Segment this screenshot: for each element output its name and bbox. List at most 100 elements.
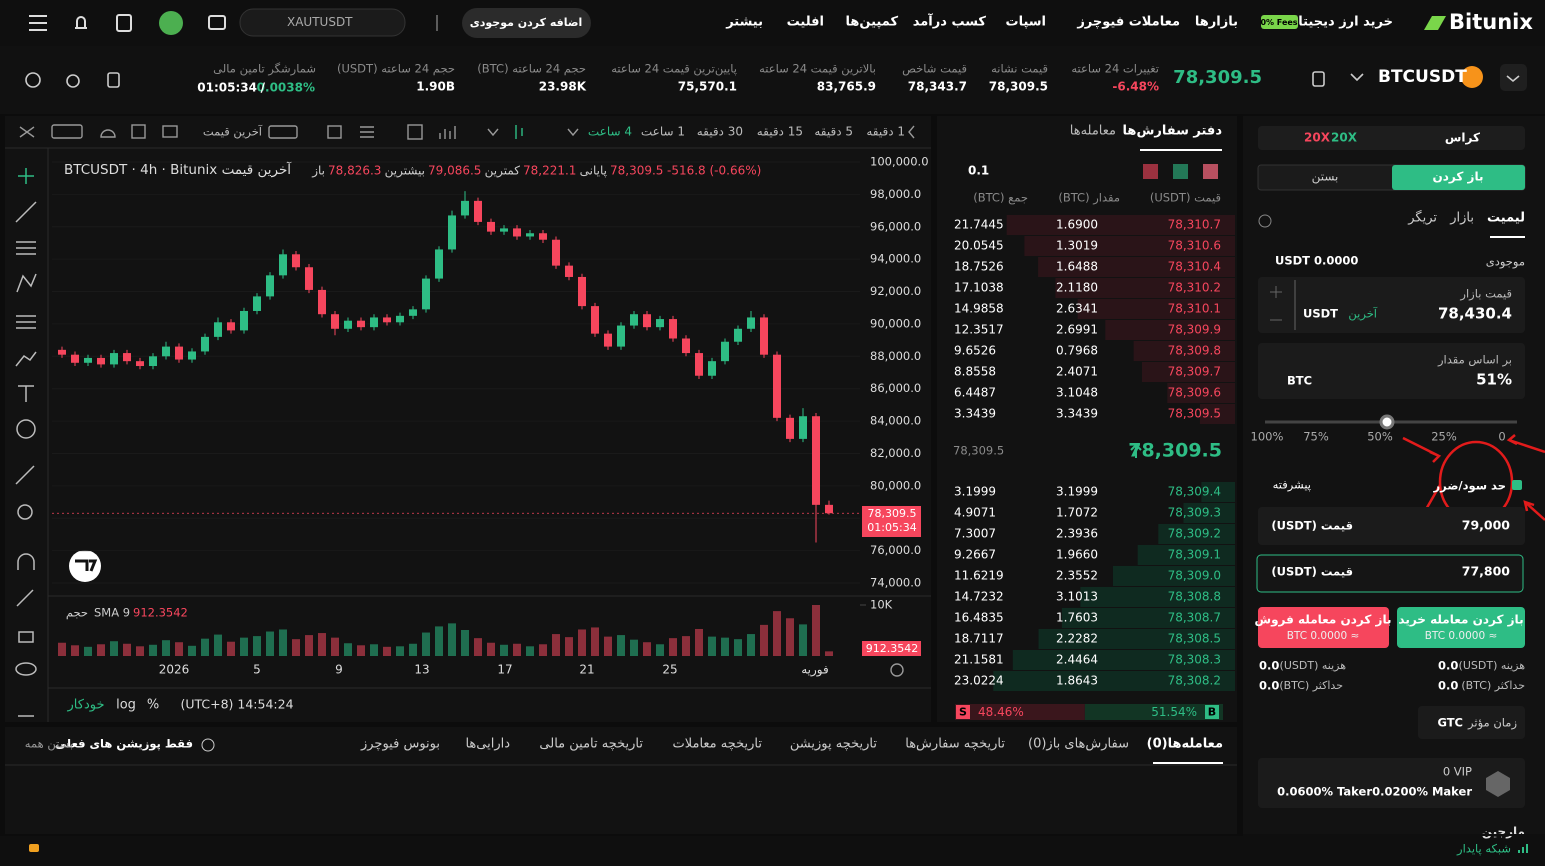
status-bar	[0, 836, 1545, 866]
price-input[interactable]	[1258, 277, 1525, 333]
tpsl-checkbox[interactable]	[1512, 480, 1522, 490]
symbol[interactable]: BTCUSDT	[1378, 67, 1467, 87]
balance-label: موجودی	[1486, 255, 1525, 270]
interval[interactable]: 30 دقیقه	[697, 125, 743, 139]
auto-toggle[interactable]: خودکار	[67, 698, 105, 713]
volume-bar	[487, 642, 495, 656]
tab[interactable]: معامله‌ها	[1070, 124, 1116, 139]
nav-item[interactable]: بازارها	[1195, 15, 1238, 30]
settings-icon[interactable]	[25, 72, 41, 88]
interval[interactable]: 4 ساعت	[588, 125, 632, 139]
search-text[interactable]: XAUTUSDT	[287, 15, 353, 29]
chat-icon[interactable]	[29, 844, 39, 852]
advanced-toggle[interactable]: پیشرفته	[1273, 478, 1311, 493]
log-toggle[interactable]: log	[116, 698, 136, 713]
bottom-tab[interactable]: معامله‌ها(0)	[1147, 737, 1223, 752]
deposit-button[interactable]	[462, 8, 591, 38]
bottom-tab[interactable]: دارایی‌ها	[465, 737, 510, 752]
slider-label[interactable]: 25%	[1431, 430, 1457, 444]
ohlc-label: پایانی	[580, 164, 607, 178]
order-amount: 1.3019	[1056, 239, 1098, 253]
ohlc-value: 78,826.3	[328, 164, 381, 178]
separator: /	[261, 81, 266, 95]
slider-label[interactable]: 100%	[1251, 430, 1284, 444]
slider-label[interactable]: 50%	[1367, 430, 1393, 444]
interval[interactable]: 5 دقیقه	[814, 125, 853, 139]
bottom-tab[interactable]: سفارش‌های باز(0)	[1028, 737, 1129, 752]
tab[interactable]: دفتر سفارش‌ها	[1123, 124, 1223, 139]
radio[interactable]	[201, 738, 215, 752]
nav-item[interactable]: کسب درآمد	[913, 13, 987, 30]
deposit-label[interactable]: اضافه کردن موجودی	[470, 16, 583, 29]
buy-button[interactable]	[1397, 607, 1525, 648]
info-icon[interactable]	[1312, 71, 1325, 87]
sell-sub[interactable]: BTC 0.0000 ≈	[1287, 630, 1360, 642]
open-tab[interactable]	[1392, 165, 1525, 190]
interval[interactable]: 15 دقیقه	[757, 125, 803, 139]
slider-label[interactable]: 75%	[1303, 430, 1329, 444]
volume-bar	[643, 642, 651, 656]
menu-button[interactable]	[1500, 64, 1527, 91]
candle-body	[760, 317, 768, 355]
slider-label[interactable]: 0	[1498, 430, 1505, 444]
nav-item[interactable]: بیشتر	[725, 15, 763, 30]
slider-knob[interactable]	[1379, 414, 1395, 430]
timer-icon[interactable]	[66, 74, 80, 88]
sell-badge	[956, 705, 970, 719]
bottom-tab[interactable]: تاریخچه تامین مالی	[539, 737, 643, 752]
order-type[interactable]: لیمیت	[1487, 211, 1525, 226]
sell-label[interactable]: باز کردن معامله فروش	[1255, 613, 1392, 628]
view-toggle[interactable]	[1203, 164, 1218, 179]
buy-label[interactable]: باز کردن معامله خرید	[1398, 613, 1523, 627]
order-total: 7.3007	[954, 527, 996, 541]
bottom-tab[interactable]: تاریخچه پوزیشن	[790, 737, 877, 752]
sl-input[interactable]	[1256, 554, 1524, 593]
price-label: قیمت بازار	[1459, 287, 1512, 302]
dropdown-icon[interactable]	[1350, 73, 1520, 83]
avatar[interactable]	[159, 11, 183, 35]
view-toggle[interactable]	[1173, 164, 1188, 179]
order-amount: 2.4071	[1056, 365, 1098, 379]
tp-input[interactable]	[1258, 507, 1525, 545]
precision[interactable]: 0.1	[968, 164, 989, 178]
order-amount: 2.1180	[1056, 281, 1098, 295]
volume-bar	[279, 629, 287, 656]
max-value: 0.0	[1259, 679, 1279, 693]
interval[interactable]: 1 ساعت	[641, 125, 685, 139]
nav-item[interactable]: معاملات فیوچرز	[1076, 15, 1180, 30]
nav-item[interactable]: کمپین‌ها	[846, 15, 899, 30]
stat-value: 83,765.9	[817, 80, 876, 94]
x-tick-label: 2026	[159, 663, 190, 677]
y-tick-label: 96,000.0	[870, 219, 921, 233]
search-box[interactable]	[239, 8, 406, 37]
bottom-tab[interactable]: تاریخچه سفارش‌ها	[905, 737, 1005, 752]
close-all[interactable]: بستن همه	[25, 737, 73, 752]
percent-toggle[interactable]: %	[147, 698, 159, 713]
order-amount: 2.2282	[1056, 632, 1098, 646]
volume-bar	[721, 637, 729, 656]
nav-item[interactable]: افلیت	[787, 15, 824, 30]
margin-select[interactable]	[1258, 126, 1525, 150]
tpsl-label[interactable]: حد سود/ضرر	[1433, 479, 1506, 494]
buy-sub[interactable]: BTC 0.0000 ≈	[1425, 630, 1498, 642]
interval[interactable]: 1 دقیقه	[866, 125, 905, 139]
view-toggle[interactable]	[1143, 164, 1158, 179]
bottom-tab[interactable]: بونوس فیوچرز	[360, 737, 440, 752]
nav-item[interactable]: خرید ارز دیجیتال	[1287, 15, 1393, 30]
amount-unit[interactable]: BTC	[1287, 374, 1312, 388]
notes-icon[interactable]	[107, 72, 120, 88]
amount-input[interactable]	[1258, 343, 1525, 399]
nav-item[interactable]: اسپات	[1006, 15, 1047, 30]
stat-label: پایین‌ترین قیمت 24 ساعته	[611, 62, 737, 77]
tif-select[interactable]	[1418, 706, 1525, 739]
close-tab-label[interactable]: بستن	[1312, 170, 1339, 185]
price-type[interactable]: آخرین قیمت	[203, 125, 263, 140]
bottom-tab[interactable]: تاریخچه معاملات	[672, 737, 762, 752]
order-total: 11.6219	[954, 569, 1004, 583]
candle-body	[344, 320, 352, 329]
order-type[interactable]: بازار	[1449, 211, 1474, 226]
filter-label[interactable]: فقط پوزیشن های فعلی	[55, 737, 193, 752]
order-type[interactable]: تریگر	[1407, 210, 1437, 226]
open-tab-label[interactable]: باز کردن	[1433, 170, 1484, 184]
sell-button[interactable]	[1258, 607, 1389, 648]
